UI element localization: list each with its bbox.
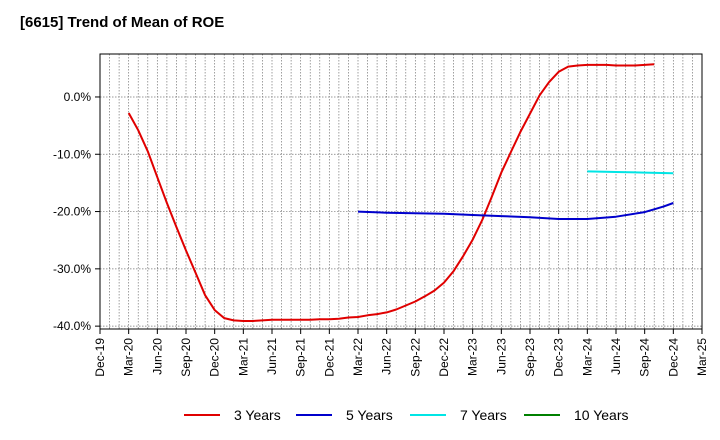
- legend-label: 3 Years: [234, 407, 281, 423]
- legend-label: 7 Years: [460, 407, 507, 423]
- x-tick-label: Mar-23: [466, 338, 480, 376]
- grid-layer: [100, 54, 702, 329]
- chart-canvas: 0.0% -10.0% -20.0% -30.0% -40.0% Dec-19 Mar-2…: [53, 53, 709, 377]
- legend-label: 10 Years: [574, 407, 629, 423]
- x-tick-label: Dec-24: [666, 338, 680, 377]
- x-tick-label: Jun-24: [609, 338, 623, 375]
- legend-swatch: [296, 414, 332, 416]
- series-layer: [127, 63, 674, 322]
- x-axis: Dec-19 Mar-20 Jun-20 Sep-20 Dec-20 Mar-21 Jun-…: [93, 329, 709, 377]
- series-line-5-years: [357, 202, 674, 220]
- x-tick-label: Dec-23: [552, 338, 566, 377]
- x-tick-label: Jun-20: [150, 338, 164, 375]
- x-tick-label: Sep-24: [638, 338, 652, 377]
- plot-frame: [99, 53, 703, 330]
- x-tick-label: Mar-21: [236, 338, 250, 376]
- legend-item-5-years: 5 Years: [296, 406, 393, 424]
- y-tick-label: -40.0%: [53, 319, 91, 333]
- legend-swatch: [524, 414, 560, 416]
- x-tick-label: Dec-21: [322, 338, 336, 377]
- y-axis: 0.0% -10.0% -20.0% -30.0% -40.0%: [53, 90, 100, 333]
- x-tick-label: Jun-22: [380, 338, 394, 375]
- legend-item-7-years: 7 Years: [410, 406, 507, 424]
- y-tick-label: -10.0%: [53, 147, 91, 161]
- series-line-7-years: [587, 170, 674, 175]
- x-tick-label: Jun-21: [265, 338, 279, 375]
- x-tick-label: Mar-22: [351, 338, 365, 376]
- x-tick-label: Dec-22: [437, 338, 451, 377]
- x-tick-label: Sep-23: [523, 338, 537, 377]
- legend-swatch: [410, 414, 446, 416]
- x-tick-label: Dec-20: [208, 338, 222, 377]
- x-tick-label: Sep-22: [408, 338, 422, 377]
- chart-title: [6615] Trend of Mean of ROE: [20, 14, 225, 31]
- y-tick-label: -30.0%: [53, 262, 91, 276]
- x-tick-label: Mar-20: [122, 338, 136, 376]
- legend-swatch: [184, 414, 220, 416]
- legend-label: 5 Years: [346, 407, 393, 423]
- x-tick-label: Sep-21: [294, 338, 308, 377]
- y-tick-label: 0.0%: [64, 90, 92, 104]
- y-tick-label: -20.0%: [53, 205, 91, 219]
- legend: 3 Years 5 Years 7 Years 10 Years: [0, 400, 720, 430]
- x-tick-label: Jun-23: [494, 338, 508, 375]
- legend-item-3-years: 3 Years: [184, 406, 281, 424]
- x-tick-label: Sep-20: [179, 338, 193, 377]
- x-tick-label: Mar-25: [695, 338, 709, 376]
- x-tick-label: Mar-24: [580, 338, 594, 376]
- legend-item-10-years: 10 Years: [524, 406, 629, 424]
- x-tick-label: Dec-19: [93, 338, 107, 377]
- series-line-3-years: [127, 63, 655, 322]
